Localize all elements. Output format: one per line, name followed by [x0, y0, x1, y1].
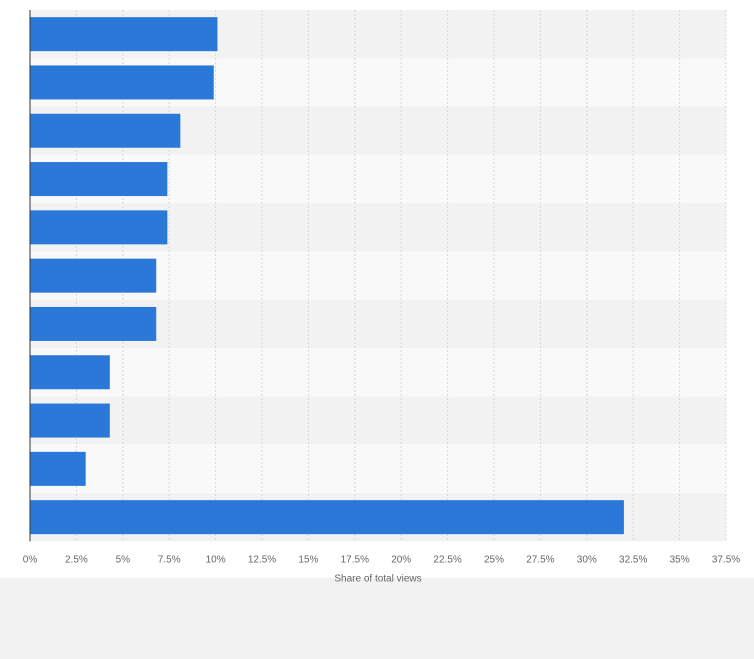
x-tick-label: 35% — [670, 554, 690, 565]
bar — [30, 65, 214, 100]
x-tick-label: 32.5% — [619, 554, 647, 565]
x-tick-label: 12.5% — [248, 554, 276, 565]
x-tick-label: 25% — [484, 554, 504, 565]
x-axis-title: Share of total views — [334, 573, 421, 584]
bar — [30, 258, 157, 293]
bar — [30, 162, 168, 197]
x-tick-label: 30% — [577, 554, 597, 565]
bar — [30, 500, 624, 535]
x-tick-label: 0% — [23, 554, 38, 565]
bar — [30, 210, 168, 245]
x-tick-label: 20% — [391, 554, 411, 565]
bar — [30, 451, 86, 486]
x-tick-label: 17.5% — [341, 554, 369, 565]
x-tick-label: 7.5% — [158, 554, 181, 565]
x-tick-label: 22.5% — [433, 554, 461, 565]
row-band — [30, 444, 726, 493]
x-tick-label: 27.5% — [526, 554, 554, 565]
x-tick-label: 2.5% — [65, 554, 88, 565]
row-band — [30, 348, 726, 397]
row-band — [30, 396, 726, 445]
x-tick-label: 37.5% — [712, 554, 740, 565]
x-axis-ticks: 0% 2.5% 5% 7.5% 10% 12.5% 15% 17.5% 20% 22.5% 25% 2… — [23, 554, 741, 565]
x-tick-label: 5% — [116, 554, 131, 565]
x-tick-label: 15% — [298, 554, 318, 565]
x-tick-label: 10% — [206, 554, 226, 565]
bar — [30, 17, 218, 52]
footer-panel — [0, 578, 754, 659]
bar — [30, 403, 110, 438]
bar — [30, 355, 110, 390]
bars — [30, 17, 624, 535]
bar — [30, 113, 181, 148]
bar — [30, 306, 157, 341]
